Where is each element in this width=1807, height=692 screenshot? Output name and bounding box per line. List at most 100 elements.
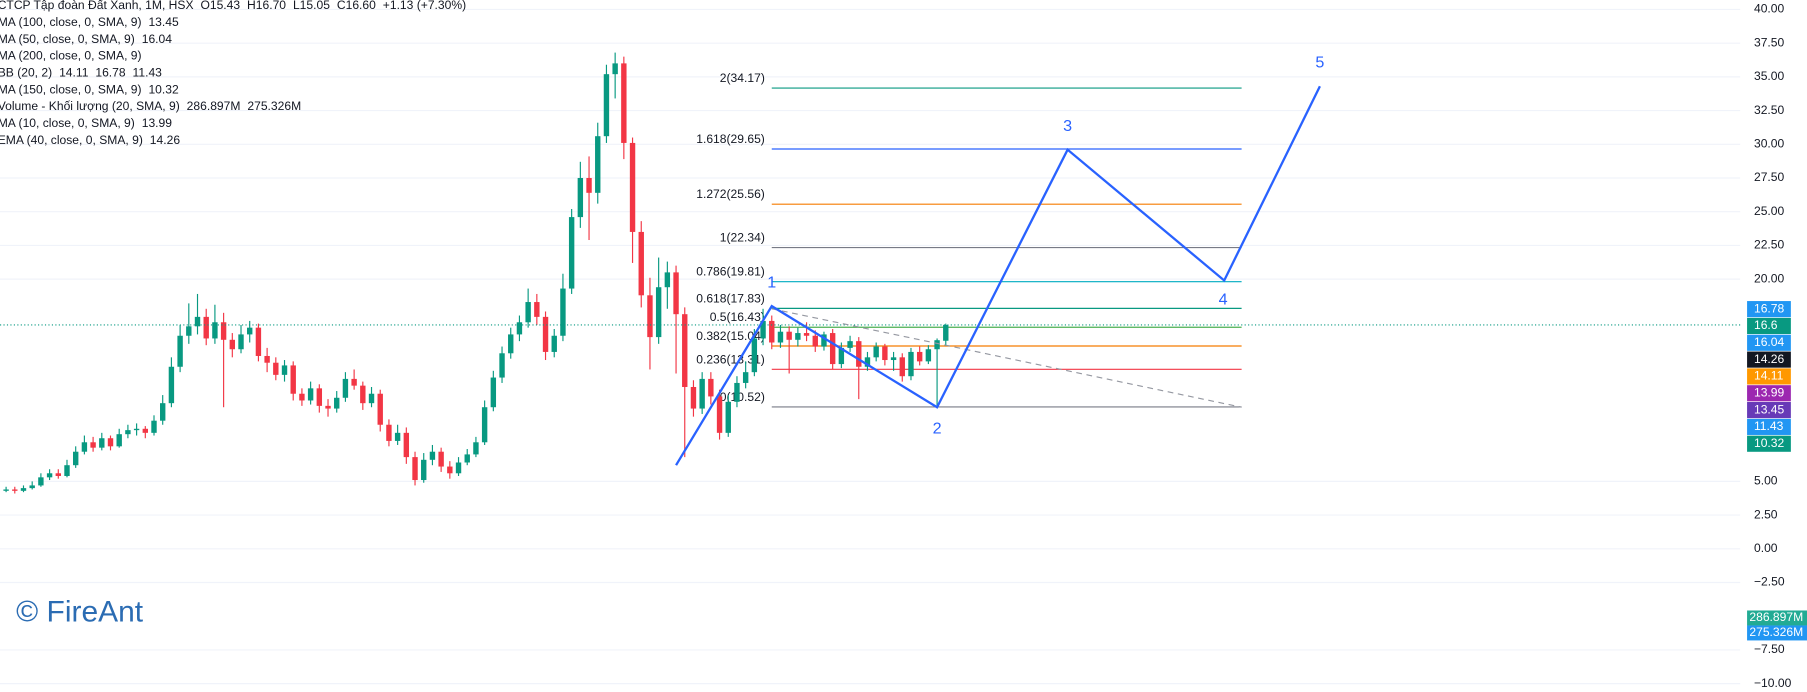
- indicator-name: MA (100, close, 0, SMA, 9): [0, 15, 142, 29]
- candle-body: [856, 341, 862, 367]
- indicator-name: MA (50, close, 0, SMA, 9): [0, 32, 135, 46]
- candle-body: [421, 459, 427, 481]
- candle-body: [690, 386, 697, 409]
- candle-body: [716, 396, 723, 433]
- candle-body: [64, 465, 70, 476]
- candle-body: [316, 388, 323, 406]
- candle-body: [542, 316, 549, 352]
- candle-body: [508, 334, 514, 354]
- indicator-name: EMA (40, close, 0, SMA, 9): [0, 133, 143, 147]
- candle-body: [72, 451, 79, 466]
- candle-body: [360, 385, 366, 404]
- indicator-value: 13.99: [142, 116, 173, 130]
- legend-title: CTCP Tập đoàn Đất Xanh, 1M, HSX: [0, 0, 194, 12]
- y-tick-label: 5.00: [1754, 474, 1778, 488]
- legend-ohlc: H16.70: [247, 0, 286, 12]
- candle-body: [12, 489, 18, 491]
- fib-level-label: 0.5(16.43): [710, 310, 765, 324]
- candle-body: [290, 365, 296, 394]
- candle-body: [334, 397, 340, 409]
- candle-body: [751, 338, 758, 373]
- candle-body: [368, 393, 375, 404]
- grid: [0, 8, 1741, 685]
- price-axis: 40.00 37.50 35.00 32.50 30.00 27.50 25.00 22.50…: [1747, 2, 1807, 690]
- fib-level-label: 1.618(29.65): [696, 132, 765, 146]
- candle-body: [473, 442, 479, 455]
- indicator-name: MA (150, close, 0, SMA, 9): [0, 82, 142, 96]
- price-marker: [1747, 402, 1791, 419]
- candle-body: [873, 346, 879, 358]
- price-marker: [1747, 418, 1791, 435]
- fib-level-label: 0.382(15.04): [696, 329, 765, 343]
- candle-body: [568, 217, 575, 289]
- candle-body: [186, 326, 192, 336]
- y-tick-label: 22.50: [1754, 238, 1785, 252]
- candle-body: [160, 403, 166, 421]
- candle-body: [725, 401, 731, 433]
- y-tick-label: 20.00: [1754, 271, 1785, 285]
- candle-body: [38, 477, 44, 486]
- candle-body: [629, 142, 636, 232]
- candle-body: [29, 485, 35, 489]
- candle-body: [516, 322, 523, 335]
- candle-body: [107, 438, 114, 447]
- candle-body: [760, 320, 766, 339]
- candle-body: [403, 432, 410, 458]
- candle-body: [255, 327, 262, 356]
- candle-body: [603, 74, 610, 137]
- y-tick-label: −2.50: [1754, 575, 1785, 589]
- candle-body: [46, 473, 53, 478]
- fib-retracement: 2(34.17) 1.618(29.65) 1.272(25.56) 1(22.34)…: [696, 71, 1242, 408]
- wave-label: 5: [1315, 54, 1324, 72]
- legend-ohlc: O15.43: [200, 0, 240, 12]
- wave-label: 3: [1063, 117, 1072, 135]
- price-marker-label: 14.11: [1754, 369, 1784, 383]
- y-tick-label: 37.50: [1754, 35, 1785, 49]
- price-marker-label: 10.32: [1754, 436, 1785, 450]
- legend: CTCP Tập đoàn Đất Xanh, 1M, HSX O15.43 H16…: [0, 0, 466, 147]
- candles: [3, 52, 949, 494]
- candle-body: [742, 372, 749, 383]
- candle-body: [438, 451, 444, 467]
- candle-body: [838, 347, 845, 365]
- candle-body: [99, 438, 105, 448]
- y-tick-label: 32.50: [1754, 103, 1785, 117]
- elliott-wave: [675, 85, 1321, 466]
- candle-body: [621, 63, 627, 143]
- candle-body: [821, 334, 827, 347]
- candle-body: [664, 272, 671, 288]
- candle-body: [429, 451, 436, 460]
- candle-body: [281, 365, 288, 375]
- y-tick-label: −7.50: [1754, 642, 1785, 656]
- candle-body: [3, 489, 9, 491]
- price-marker-label: 13.45: [1754, 402, 1785, 416]
- candle-body: [212, 322, 218, 339]
- candle-body: [377, 393, 383, 425]
- y-tick-label: 2.50: [1754, 507, 1778, 521]
- indicator-value: 10.32: [148, 82, 179, 96]
- candle-body: [464, 454, 470, 463]
- indicator-name: Volume - Khối lượng (20, SMA, 9): [0, 99, 180, 113]
- y-tick-label: 40.00: [1754, 2, 1785, 16]
- volume-marker: [1747, 625, 1807, 641]
- fib-level-label: 0.618(17.83): [696, 291, 765, 305]
- legend-ohlc: C16.60: [337, 0, 376, 12]
- candle-body: [394, 432, 401, 441]
- indicator-value: 16.78: [95, 66, 126, 80]
- candle-body: [525, 302, 531, 323]
- candle-body: [447, 466, 453, 474]
- candle-body: [638, 231, 644, 296]
- fib-level-label: 1(22.34): [720, 231, 765, 245]
- wave-label: 4: [1219, 290, 1228, 308]
- y-tick-label: 25.00: [1754, 204, 1785, 218]
- price-marker: [1747, 385, 1791, 402]
- indicator-value: 14.26: [150, 133, 181, 147]
- candle-body: [577, 177, 584, 218]
- candle-body: [168, 366, 175, 404]
- price-marker: [1747, 368, 1791, 385]
- candle-body: [238, 334, 244, 350]
- candle-body: [699, 378, 705, 409]
- price-marker-label: 16.6: [1754, 318, 1778, 332]
- fib-level-label: 2(34.17): [720, 71, 765, 85]
- indicator-name: MA (10, close, 0, SMA, 9): [0, 116, 135, 130]
